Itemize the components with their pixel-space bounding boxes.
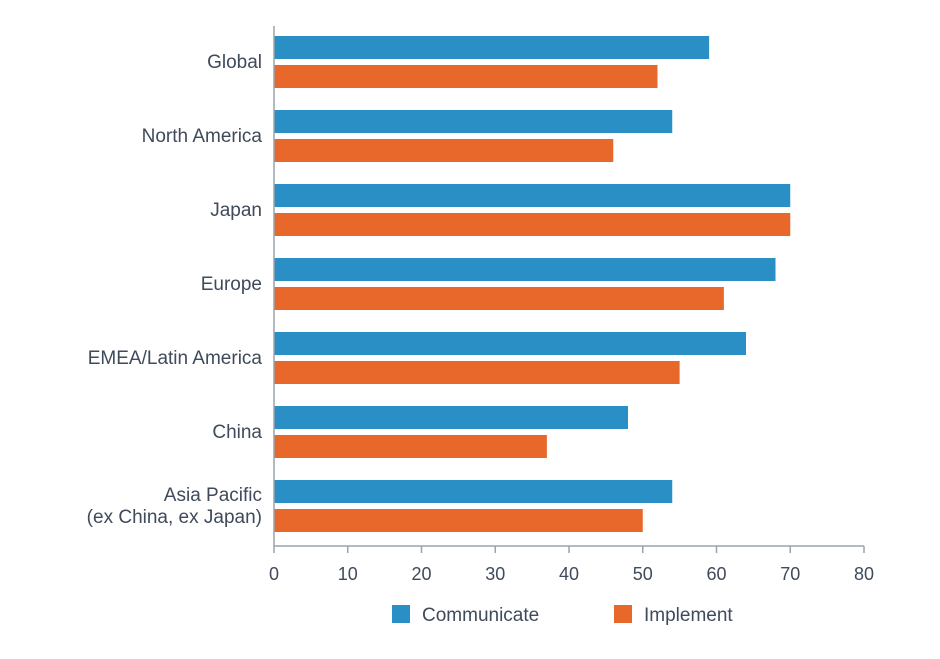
bar-implement-3 xyxy=(274,287,724,310)
category-labels: Global North America Japan Europe EMEA/Latin… xyxy=(87,52,263,528)
category-label-5: China xyxy=(212,422,262,443)
x-tick-labels: 0 10 20 30 40 50 60 70 80 xyxy=(269,564,874,584)
x-tick-label-70: 70 xyxy=(780,564,800,584)
x-tick-label-50: 50 xyxy=(633,564,653,584)
x-tick-label-0: 0 xyxy=(269,564,279,584)
category-label-line: China xyxy=(212,422,262,443)
bar-implement-4 xyxy=(274,361,680,384)
bar-communicate-3 xyxy=(274,258,776,281)
bar-implement-6 xyxy=(274,509,643,532)
bar-communicate-1 xyxy=(274,110,673,133)
category-label-line: EMEA/Latin America xyxy=(88,348,263,369)
category-label-line: (ex China, ex Japan) xyxy=(87,507,262,528)
x-tick-label-80: 80 xyxy=(854,564,874,584)
bar-communicate-5 xyxy=(274,406,628,429)
bar-communicate-2 xyxy=(274,184,791,207)
bars-group xyxy=(274,36,791,532)
category-label-3: Europe xyxy=(201,274,262,295)
x-tick-label-20: 20 xyxy=(411,564,431,584)
category-label-4: EMEA/Latin America xyxy=(88,348,263,369)
legend-label-implement: Implement xyxy=(644,605,733,626)
x-tick-label-40: 40 xyxy=(559,564,579,584)
bar-implement-1 xyxy=(274,139,614,162)
x-tick-label-30: 30 xyxy=(485,564,505,584)
legend-swatch-implement xyxy=(614,605,632,623)
category-label-line: Global xyxy=(207,52,262,73)
bar-communicate-4 xyxy=(274,332,746,355)
category-label-line: Europe xyxy=(201,274,262,295)
legend-swatch-communicate xyxy=(392,605,410,623)
legend: Communicate Implement xyxy=(392,605,733,626)
category-label-1: North America xyxy=(142,126,263,147)
bar-implement-0 xyxy=(274,65,658,88)
x-tick-label-60: 60 xyxy=(706,564,726,584)
bar-implement-5 xyxy=(274,435,547,458)
category-label-line: Asia Pacific xyxy=(164,485,262,506)
legend-label-communicate: Communicate xyxy=(422,605,539,626)
category-label-line: North America xyxy=(142,126,263,147)
category-label-0: Global xyxy=(207,52,262,73)
category-label-2: Japan xyxy=(210,200,262,221)
category-label-line: Japan xyxy=(210,200,262,221)
bar-communicate-0 xyxy=(274,36,710,59)
bar-communicate-6 xyxy=(274,480,673,503)
category-label-6: Asia Pacific (ex China, ex Japan) xyxy=(87,485,262,528)
bar-implement-2 xyxy=(274,213,791,236)
x-tick-label-10: 10 xyxy=(338,564,358,584)
axes-group xyxy=(273,26,865,553)
